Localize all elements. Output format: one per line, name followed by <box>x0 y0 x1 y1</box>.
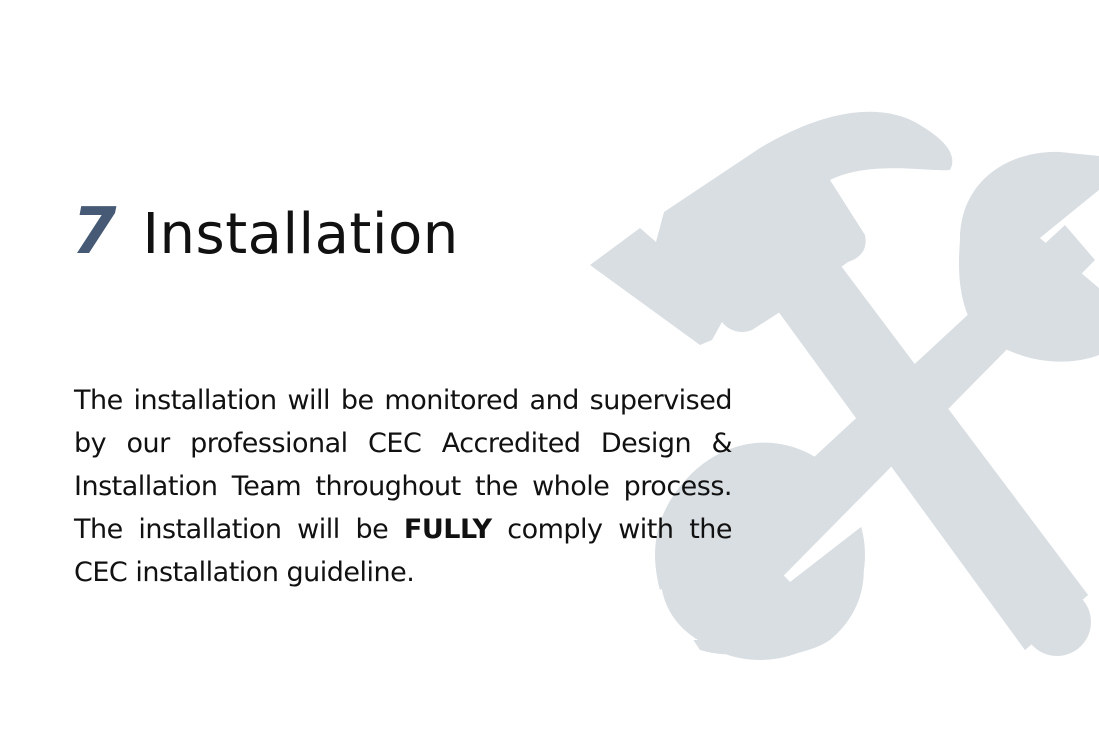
hammer-head <box>590 111 953 345</box>
body-text-part1: The installation will be monitored and s… <box>74 385 733 545</box>
section-number: 7 <box>72 195 117 269</box>
body-emphasis: FULLY <box>403 514 492 545</box>
body-text-part2: comply with the CEC installation guideli… <box>74 514 733 588</box>
section-heading: 7 Installation <box>72 200 459 264</box>
section-title: Installation <box>142 202 459 267</box>
hammer-wrench-icon <box>590 111 1099 660</box>
body-paragraph: The installation will be monitored and s… <box>74 379 733 594</box>
